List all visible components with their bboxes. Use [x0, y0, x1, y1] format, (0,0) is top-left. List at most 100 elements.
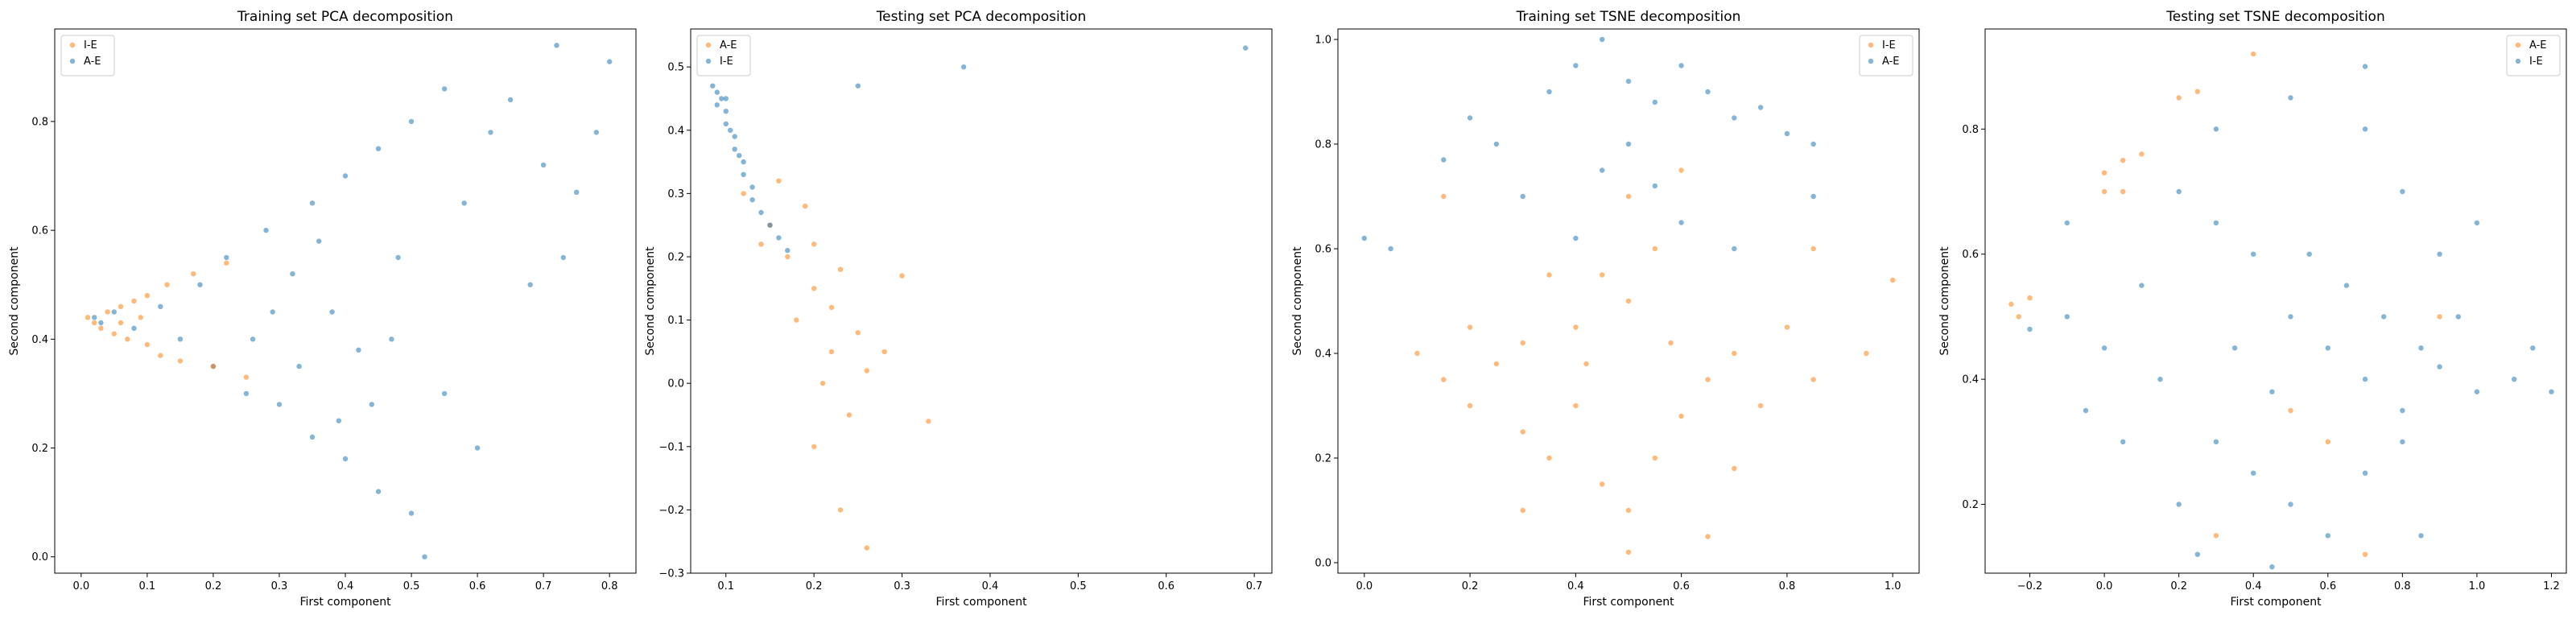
data-point: [560, 254, 566, 261]
data-point: [1668, 340, 1674, 346]
data-point: [290, 271, 295, 277]
data-point: [794, 317, 799, 323]
data-point: [714, 89, 720, 95]
data-point: [899, 273, 905, 279]
x-tick-label: 0.4: [2245, 580, 2262, 592]
data-point: [1520, 429, 1525, 435]
y-tick-label: 0.6: [31, 225, 48, 237]
data-point: [276, 402, 283, 407]
data-point: [1573, 324, 1579, 330]
y-tick-label: 0.2: [1962, 499, 1979, 511]
x-tick-label: 0.6: [1673, 580, 1690, 592]
data-point: [1600, 481, 1605, 487]
data-point: [723, 96, 729, 101]
data-point: [1243, 45, 1249, 51]
x-tick-label: 1.0: [1885, 580, 1901, 592]
y-tick-label: 0.2: [31, 443, 48, 455]
x-tick-label: 0.6: [2319, 580, 2336, 592]
legend-label: A-E: [1882, 56, 1900, 68]
series-i-e: [2027, 64, 2554, 570]
data-point: [92, 315, 97, 320]
legend-label: I-E: [720, 56, 733, 68]
data-point: [719, 96, 724, 101]
data-point: [144, 341, 151, 348]
data-point: [723, 121, 729, 127]
data-point: [540, 162, 547, 168]
data-point: [375, 146, 382, 151]
data-point: [2016, 314, 2021, 320]
data-point: [1678, 63, 1684, 68]
data-point: [1414, 350, 1420, 357]
data-point: [316, 238, 322, 244]
x-tick-label: 0.6: [469, 580, 486, 592]
y-tick-label: 0.4: [667, 125, 684, 137]
data-point: [2474, 389, 2480, 394]
y-axis-label: Second component: [1291, 246, 1304, 356]
data-point: [2120, 158, 2126, 163]
data-point: [474, 445, 481, 451]
data-point: [111, 309, 117, 315]
data-point: [881, 349, 887, 355]
data-point: [98, 325, 104, 331]
data-point: [864, 545, 870, 551]
data-point: [1441, 377, 1447, 382]
data-point: [164, 282, 170, 287]
series-a-e: [741, 178, 931, 551]
data-point: [1493, 361, 1500, 367]
data-point: [2269, 564, 2275, 570]
data-point: [2101, 188, 2107, 195]
data-point: [131, 325, 137, 331]
y-tick-label: 0.0: [667, 378, 684, 390]
data-point: [758, 242, 764, 247]
data-point: [2157, 376, 2163, 382]
x-tick-label: 0.0: [72, 580, 89, 592]
data-point: [864, 368, 870, 374]
y-tick-label: 0.8: [1962, 124, 1979, 136]
data-point: [593, 130, 599, 135]
y-axis-label: Second component: [8, 246, 21, 356]
data-point: [144, 293, 151, 299]
data-point: [837, 507, 844, 513]
x-tick-label: 0.1: [139, 580, 156, 592]
data-point: [1678, 167, 1684, 173]
y-tick-label: 0.8: [31, 116, 48, 128]
chart-title: Testing set TSNE decomposition: [2165, 9, 2385, 25]
data-point: [441, 390, 448, 397]
legend-label: I-E: [2529, 56, 2543, 68]
x-tick-label: 0.2: [806, 580, 823, 592]
data-point: [749, 184, 755, 190]
data-point: [2251, 51, 2256, 57]
data-point: [507, 97, 514, 103]
data-point: [111, 331, 117, 336]
y-tick-label: −0.2: [658, 505, 684, 517]
data-point: [2362, 376, 2368, 382]
data-point: [118, 320, 124, 326]
data-point: [1600, 272, 1605, 278]
legend: A-E I-E: [2506, 35, 2561, 76]
data-point: [375, 489, 382, 494]
data-point: [819, 381, 826, 386]
chart-title: Training set TSNE decomposition: [1516, 9, 1741, 25]
x-tick-label: 0.4: [982, 580, 999, 592]
data-point: [741, 171, 746, 177]
data-point: [527, 282, 533, 287]
data-point: [342, 173, 349, 179]
data-point: [2176, 188, 2182, 195]
data-point: [197, 282, 203, 287]
data-point: [369, 402, 374, 407]
x-tick-label: 0.2: [2170, 580, 2187, 592]
legend-marker: [2515, 58, 2521, 64]
data-point: [2288, 502, 2293, 507]
data-point: [1625, 78, 1632, 85]
data-point: [2325, 345, 2330, 351]
y-axis-label: Second component: [1938, 246, 1951, 356]
x-tick-label: 0.8: [2394, 580, 2411, 592]
data-point: [2362, 126, 2368, 132]
data-point: [158, 303, 163, 309]
x-tick-label: 0.2: [1462, 580, 1479, 592]
chart-panel-3: Training set TSNE decomposition 0.0 0.2 0.4…: [1291, 9, 1920, 609]
data-point: [732, 147, 737, 152]
axes-frame: [1337, 28, 1920, 574]
data-point: [2474, 220, 2480, 226]
data-point: [2418, 345, 2424, 351]
